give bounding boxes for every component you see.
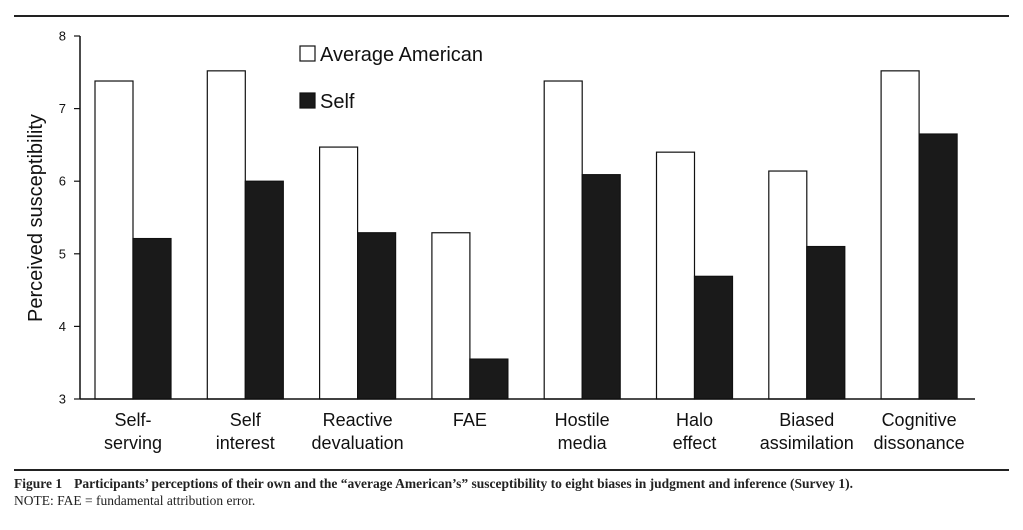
figure-note: NOTE: FAE = fundamental attribution erro… xyxy=(14,493,256,508)
legend-label-average-american: Average American xyxy=(320,44,483,66)
figure-label: Figure 1 xyxy=(14,476,63,491)
category-label: Biased assimilation xyxy=(760,410,854,453)
category-label: Self-serving xyxy=(104,410,162,453)
category-label: Hostile media xyxy=(555,410,610,453)
category-label: Halo effect xyxy=(673,410,717,453)
legend: Average American Self xyxy=(299,44,483,113)
y-tick-label: 3 xyxy=(59,392,66,407)
bars xyxy=(94,70,958,400)
bar-self xyxy=(132,237,172,400)
category-label: FAE xyxy=(453,410,487,430)
legend-swatch-average-american xyxy=(299,45,316,62)
bar-self xyxy=(357,232,397,400)
bar-average-american xyxy=(94,80,134,400)
legend-swatch-self xyxy=(299,92,316,109)
y-tick-label: 5 xyxy=(59,246,66,261)
category-label: Reactive devaluation xyxy=(312,410,404,453)
legend-label-self: Self xyxy=(320,91,355,113)
bar-self xyxy=(581,174,621,400)
bar-average-american xyxy=(880,70,920,400)
bar-average-american xyxy=(655,151,696,400)
bar-average-american xyxy=(431,232,471,400)
category-label: Self interest xyxy=(216,410,275,453)
bar-average-american xyxy=(206,70,246,400)
category-labels: Self-serving Self interest Reactive devaluat… xyxy=(104,410,965,453)
y-axis-label: Perceived susceptibility xyxy=(25,114,47,322)
bar-self xyxy=(693,275,734,400)
bar-self xyxy=(244,180,284,400)
category-label: Cognitive dissonance xyxy=(874,410,965,453)
bar-average-american xyxy=(319,146,359,400)
y-tick-label: 4 xyxy=(59,319,66,334)
y-tick-label: 7 xyxy=(59,101,66,116)
y-tick-label: 8 xyxy=(59,29,66,44)
bottom-rule xyxy=(14,469,1009,471)
figure-caption-text: Participants’ perceptions of their own a… xyxy=(74,476,853,491)
figure-caption: Figure 1 Participants’ perceptions of the… xyxy=(14,475,1014,509)
bar-self xyxy=(918,133,958,400)
bar-chart: Perceived susceptibility 3 4 5 6 7 8 Self-ser… xyxy=(25,29,975,453)
bar-average-american xyxy=(543,80,583,400)
y-tick-label: 6 xyxy=(59,174,66,189)
y-axis-ticks: 3 4 5 6 7 8 xyxy=(59,29,80,407)
bar-self xyxy=(806,245,846,400)
top-rule xyxy=(14,15,1009,17)
bar-self xyxy=(469,358,509,400)
bar-average-american xyxy=(768,170,808,400)
